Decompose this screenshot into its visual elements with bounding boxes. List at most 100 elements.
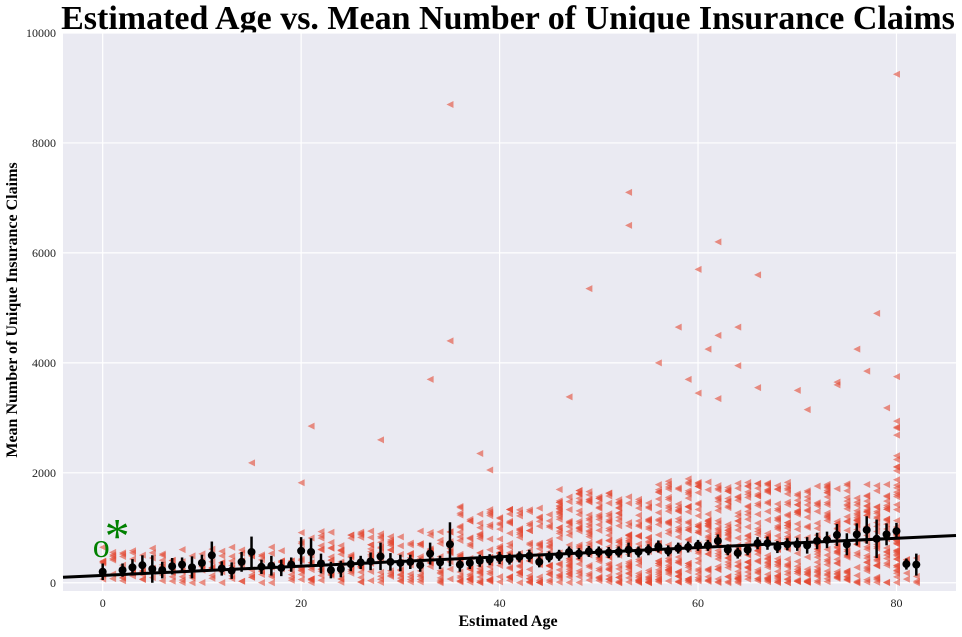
scatter-point xyxy=(763,516,771,524)
scatter-point xyxy=(476,510,484,518)
scatter-point xyxy=(654,488,662,496)
scatter-point xyxy=(823,499,831,507)
mean-marker xyxy=(98,567,107,576)
scatter-point xyxy=(813,482,821,490)
scatter-point xyxy=(873,507,881,515)
scatter-point xyxy=(396,533,404,541)
scatter-point xyxy=(892,463,900,471)
scatter-point xyxy=(823,557,831,565)
scatter-point xyxy=(555,560,563,568)
scatter-point xyxy=(704,527,712,535)
scatter-point xyxy=(763,561,771,569)
scatter-point xyxy=(337,550,345,558)
mean-marker xyxy=(545,552,554,561)
mean-marker xyxy=(525,551,534,560)
scatter-point xyxy=(466,534,474,542)
scatter-point xyxy=(625,188,633,196)
scatter-point xyxy=(595,521,603,529)
scatter-point xyxy=(257,552,265,560)
mean-marker xyxy=(832,530,841,539)
scatter-point xyxy=(605,510,613,518)
scatter-point xyxy=(813,502,821,510)
scatter-point xyxy=(664,554,672,562)
scatter-point xyxy=(595,499,603,507)
scatter-point xyxy=(843,487,851,495)
scatter-point xyxy=(416,578,424,586)
scatter-point xyxy=(128,555,136,563)
scatter-point xyxy=(476,578,484,586)
scatter-point xyxy=(575,527,583,535)
scatter-point xyxy=(595,565,603,573)
scatter-point xyxy=(456,528,464,536)
scatter-point xyxy=(754,501,762,509)
scatter-point xyxy=(456,509,464,517)
scatter-point xyxy=(754,484,762,492)
scatter-point xyxy=(823,511,831,519)
mean-marker xyxy=(118,566,127,575)
scatter-point xyxy=(843,497,851,505)
scatter-point xyxy=(694,548,702,556)
scatter-point xyxy=(565,506,573,514)
scatter-point xyxy=(565,498,573,506)
mean-marker xyxy=(763,539,772,548)
scatter-point xyxy=(863,502,871,510)
scatter-point xyxy=(416,527,424,535)
scatter-point xyxy=(565,493,573,501)
scatter-point xyxy=(575,543,583,551)
scatter-point xyxy=(545,562,553,570)
scatter-point xyxy=(595,504,603,512)
mean-marker xyxy=(277,563,286,572)
mean-marker xyxy=(723,545,732,554)
scatter-point xyxy=(634,498,642,506)
scatter-point xyxy=(773,560,781,568)
scatter-point xyxy=(476,534,484,542)
scatter-point xyxy=(744,558,752,566)
mean-marker xyxy=(555,551,564,560)
scatter-point xyxy=(406,539,414,547)
mean-marker xyxy=(703,541,712,550)
scatter-point xyxy=(684,519,692,527)
scatter-point xyxy=(674,524,682,532)
scatter-point xyxy=(833,520,841,528)
mean-marker xyxy=(574,549,583,558)
scatter-point xyxy=(823,545,831,553)
mean-marker xyxy=(267,561,276,570)
mean-marker xyxy=(436,558,445,567)
scatter-point xyxy=(575,567,583,575)
scatter-point xyxy=(168,577,176,585)
scatter-point xyxy=(515,569,523,577)
scatter-point xyxy=(664,570,672,578)
scatter-point xyxy=(714,502,722,510)
scatter-point xyxy=(674,485,682,493)
scatter-point xyxy=(287,571,295,579)
scatter-point xyxy=(892,452,900,460)
scatter-point xyxy=(912,572,920,580)
scatter-point xyxy=(396,542,404,550)
scatter-point xyxy=(565,518,573,526)
scatter-point xyxy=(605,578,613,586)
scatter-point xyxy=(595,511,603,519)
scatter-point xyxy=(843,552,851,560)
scatter-point xyxy=(704,566,712,574)
scatter-point xyxy=(317,576,325,584)
scatter-point xyxy=(406,576,414,584)
y-tick-label: 2000 xyxy=(32,466,56,480)
scatter-point xyxy=(664,541,672,549)
scatter-point xyxy=(843,513,851,521)
scatter-point xyxy=(525,527,533,535)
mean-marker xyxy=(346,560,355,569)
mean-marker xyxy=(227,566,236,575)
scatter-point xyxy=(724,504,732,512)
y-tick-label: 6000 xyxy=(32,246,56,260)
scatter-point xyxy=(793,577,801,585)
scatter-point xyxy=(843,526,851,534)
scatter-point xyxy=(545,536,553,544)
scatter-point xyxy=(823,570,831,578)
grid xyxy=(63,32,956,591)
scatter-point xyxy=(694,522,702,530)
scatter-point xyxy=(694,389,702,397)
scatter-point xyxy=(178,546,186,554)
scatter-point xyxy=(654,570,662,578)
scatter-point xyxy=(555,498,563,506)
scatter-point xyxy=(218,552,226,560)
